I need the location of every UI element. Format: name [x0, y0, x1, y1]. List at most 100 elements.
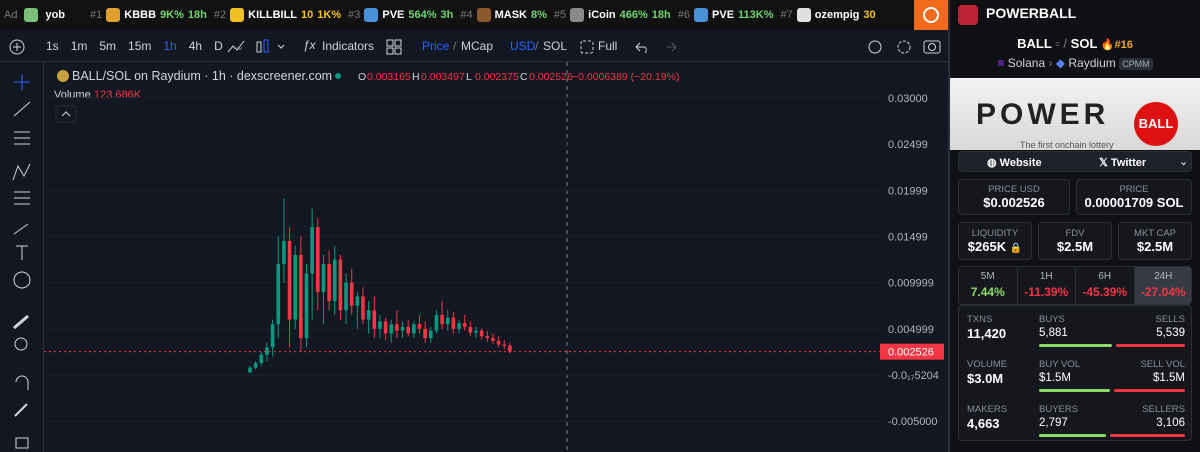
full-toggle[interactable]: Full	[598, 39, 618, 53]
candle-body	[440, 314, 444, 325]
candle-body	[491, 338, 495, 341]
rank-value: #16	[1114, 39, 1133, 51]
layout-icon[interactable]	[386, 39, 402, 55]
ticker-rank: #1	[90, 9, 103, 21]
ticker-item[interactable]: #5 iCoin 466% 18h	[554, 8, 671, 22]
candle-body	[332, 259, 337, 302]
timeframe-tabs: 5M 7.44% 1H -11.39% 6H -45.39% 24H -27.04%	[958, 266, 1192, 305]
candle-body	[485, 336, 490, 339]
candle-body	[434, 314, 439, 331]
buy-bar	[1039, 434, 1107, 437]
mcap-box: MKT CAP $2.5M	[1118, 222, 1192, 260]
sol-toggle[interactable]: SOL	[543, 39, 568, 53]
candle-body	[474, 330, 478, 333]
chart-style-icons[interactable]	[226, 38, 286, 56]
volume-title: Volume	[54, 89, 91, 101]
candle-body	[406, 326, 410, 334]
lock-icon: 🔒	[1009, 243, 1023, 254]
timeframe-tab[interactable]: 24H -27.04%	[1134, 267, 1191, 304]
candle-body	[270, 324, 275, 348]
y-tick-label: 0.02499	[888, 139, 928, 151]
ohlc-value: 0.003165	[367, 71, 411, 83]
trending-button[interactable]	[914, 0, 948, 30]
candle-body	[361, 296, 365, 320]
website-link[interactable]: ◍ Website	[987, 157, 1042, 169]
candle-body	[395, 324, 399, 331]
indicators-button[interactable]: Indicators	[322, 39, 375, 53]
pair-row: BALL ▫ / SOL 🔥#16	[950, 36, 1200, 51]
price-toggle[interactable]: Price	[422, 39, 450, 53]
interval-button[interactable]: 4h	[188, 39, 203, 53]
last-price-badge	[880, 343, 944, 360]
timeframe-tab[interactable]: 5M 7.44%	[959, 267, 1018, 304]
ticker-item[interactable]: #6 PVE 113K%	[678, 8, 774, 22]
right-toolbar-icons[interactable]	[866, 37, 946, 57]
candle-body	[293, 254, 297, 320]
ticker-item[interactable]: #2 KILLBILL 10 1K%	[214, 8, 341, 22]
interval-button[interactable]: 15m	[128, 39, 152, 53]
y-tick-label: 0.01999	[888, 185, 928, 197]
fdv-box: FDV $2.5M	[1038, 222, 1112, 260]
ticker-item[interactable]: #3 PVE 564% 3h	[348, 8, 453, 22]
usd-toggle[interactable]: USD	[510, 39, 536, 53]
liquidity-box: LIQUIDITY $265K 🔒	[958, 222, 1032, 260]
candle-body	[355, 296, 360, 306]
full-checkbox[interactable]	[580, 40, 594, 54]
mcap-toggle[interactable]: MCap	[461, 39, 494, 53]
separator: /	[453, 39, 457, 53]
candle-body	[344, 282, 348, 311]
undo-redo[interactable]	[632, 39, 682, 55]
more-links[interactable]: ⌄	[1179, 156, 1189, 168]
ticker-icon	[570, 8, 585, 22]
ticker-icon	[230, 8, 245, 22]
price-usd-value: $0.002526	[983, 195, 1045, 210]
ticker-stat: 10	[301, 9, 314, 21]
ohlc-letter: C	[520, 71, 528, 83]
interval-button[interactable]: 1h	[163, 39, 177, 53]
timeframe-tab[interactable]: 6H -45.39%	[1076, 267, 1135, 304]
volume-value: 123.686K	[94, 89, 142, 101]
ad-icon	[24, 8, 39, 22]
chain-row: ≡ Solana › ◆ Raydium CPMM	[950, 56, 1200, 70]
candle-body	[378, 321, 382, 329]
raydium-icon: ◆	[1055, 56, 1066, 70]
buy-value: 2,797	[1039, 417, 1068, 429]
twitter-link[interactable]: 𝕏 Twitter	[1099, 157, 1147, 169]
collapse-button[interactable]	[55, 105, 77, 123]
timeframe-change: -27.04%	[1140, 285, 1186, 299]
fx-icon: ƒx	[303, 38, 316, 52]
candle-body	[316, 227, 320, 292]
interval-button[interactable]: 1s	[46, 39, 59, 53]
pool-type: CPMM	[1119, 58, 1153, 70]
ticker-stat: 113K%	[738, 9, 774, 21]
collapse-icon	[61, 111, 71, 117]
drawing-tools[interactable]	[0, 62, 44, 452]
ohlc-letter: O	[358, 71, 366, 83]
add-icon[interactable]	[8, 38, 26, 56]
interval-button[interactable]: 1m	[70, 39, 88, 53]
ticker-item[interactable]: #7 ozempig 30	[781, 8, 876, 22]
trade-stats: TXNS 11,420 BUYS 5,881 SELLS 5,539 VOLUME $3.0M…	[958, 305, 1192, 441]
price-usd-label: PRICE USD	[988, 184, 1040, 195]
chart-toolbar: 1s 1m 5m 15m 1h 4h D ⌄ ƒx Indicators Price / MC…	[0, 30, 948, 62]
y-tick-label: 0.01499	[888, 232, 928, 244]
ticker-rank: #7	[780, 9, 793, 21]
interval-button[interactable]: 5m	[99, 39, 117, 53]
timeframe-label: 24H	[1154, 271, 1173, 282]
price-chart[interactable]: BALL/SOL on Raydium · 1h · dexscreener.c…	[44, 62, 948, 452]
buy-bar	[1039, 389, 1110, 392]
candle-body	[389, 324, 394, 334]
change-value: −0.0006389 (−20.19%)	[572, 71, 679, 83]
ticker-name: ozempig	[814, 9, 860, 21]
ticker-item[interactable]: #1 KBBB 9K% 18h	[90, 8, 207, 22]
copy-icon[interactable]: ▫ /	[1055, 36, 1068, 51]
interval-button[interactable]: D	[214, 39, 223, 53]
timeframe-tab[interactable]: 1H -11.39%	[1018, 267, 1076, 304]
candle-body	[259, 354, 264, 364]
ticker-stat: 30	[863, 9, 876, 21]
chain[interactable]: Solana	[1007, 56, 1046, 70]
dex[interactable]: Raydium	[1068, 56, 1116, 70]
ad-name[interactable]: yob	[45, 9, 66, 21]
ticker-item[interactable]: #4 MASK 8%	[460, 8, 547, 22]
ticker-name: MASK	[494, 9, 527, 21]
